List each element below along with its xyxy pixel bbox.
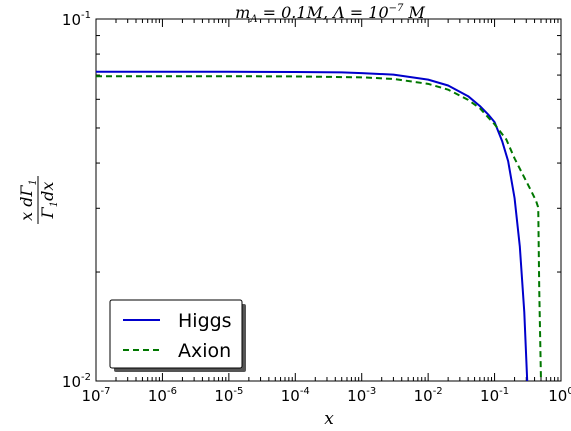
svg-text:Γ1dx: Γ1dx xyxy=(38,182,60,220)
legend-label-higgs: Higgs xyxy=(178,310,232,332)
x-tick-label: 100 xyxy=(548,386,571,405)
y-tick-label: 10-1 xyxy=(62,10,91,29)
x-axis-label: x xyxy=(324,409,334,429)
series-line-axion xyxy=(96,75,542,382)
series-line-higgs xyxy=(96,70,529,382)
x-tick-label: 10-6 xyxy=(148,386,177,405)
svg-text:x dΓ1: x dΓ1 xyxy=(17,179,39,221)
x-tick-label: 10-5 xyxy=(214,386,243,405)
series-lines xyxy=(96,70,542,382)
y-axis-label: x dΓ1 Γ1dx xyxy=(17,176,60,224)
x-tick-label: 10-7 xyxy=(81,386,110,405)
plot-area xyxy=(95,18,562,382)
x-tick-label: 10-1 xyxy=(480,386,509,405)
x-tick-label: 10-4 xyxy=(281,386,310,405)
y-tick-label: 10-2 xyxy=(62,372,91,391)
x-tick-label: 10-3 xyxy=(347,386,376,405)
x-tick-label: 10-2 xyxy=(414,386,443,405)
chart-title: mA = 0.1M, Λ = 10−7 M xyxy=(235,3,425,25)
axis-ticks xyxy=(95,18,562,382)
legend: Higgs Axion xyxy=(109,299,246,372)
legend-label-axion: Axion xyxy=(178,340,231,362)
axis-tick-labels: 10-7 10-6 10-5 10-4 10-3 10-2 10-1 100 10-2 10-1 xyxy=(62,10,571,405)
